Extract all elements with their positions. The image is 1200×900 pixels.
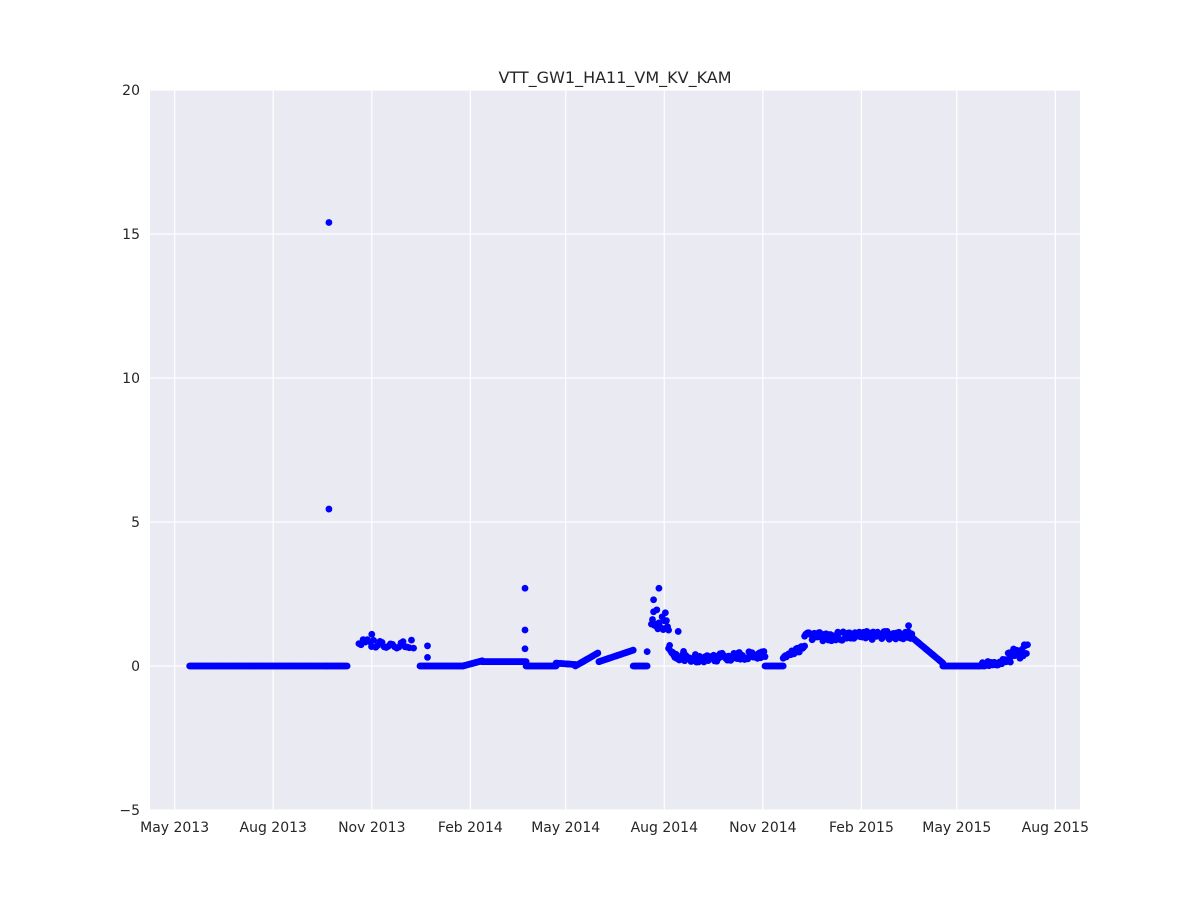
x-tick-label: Aug 2013 [240,820,307,836]
x-tick-label: Feb 2014 [438,820,503,836]
data-point [521,626,529,634]
data-point [521,645,529,653]
data-point [424,653,431,661]
x-axis-tick-labels: May 2013 Aug 2013 Nov 2013 Feb 2014 May 2014… [140,820,1089,836]
data-point [594,649,602,657]
x-tick-label: Aug 2015 [1022,820,1089,836]
data-point [368,630,376,638]
x-tick-label: May 2014 [531,820,600,836]
data-point [674,628,682,635]
data-point [779,662,787,670]
data-point [650,596,657,604]
x-tick-label: Nov 2014 [729,820,796,836]
x-tick-label: Aug 2014 [631,820,699,836]
y-tick-label: 5 [131,515,140,531]
data-point [643,662,651,670]
x-tick-label: May 2015 [922,820,991,836]
y-tick-label: 0 [131,659,140,675]
data-point [370,636,378,644]
x-tick-label: May 2013 [140,820,209,836]
data-point [424,642,431,650]
data-point [399,638,407,646]
data-point [643,648,651,655]
data-point [1006,658,1014,666]
data-point [665,626,672,634]
data-point [761,653,769,661]
data-point [655,584,663,592]
data-point [653,606,661,614]
data-point [801,642,809,650]
data-point [521,584,529,592]
x-tick-label: Feb 2015 [829,820,894,836]
data-point [325,219,333,226]
data-point [661,609,669,617]
data-points [186,219,1031,670]
data-point [1024,641,1031,649]
data-point [666,642,674,649]
data-point [760,648,768,655]
chart-title: VTT_GW1_HA11_VM_KV_KAM [498,68,731,88]
y-axis-tick-labels: −5 0 5 10 15 20 [119,83,140,819]
plot-area [150,90,1080,810]
y-tick-label: 15 [122,227,140,243]
y-tick-label: 10 [122,371,140,387]
data-point [663,617,670,625]
data-point [1023,650,1030,657]
grid-lines [150,89,1080,811]
data-point [629,646,637,654]
y-tick-label: 20 [122,83,140,99]
data-point [343,662,351,670]
x-tick-label: Nov 2013 [338,820,405,836]
data-point [408,636,415,644]
data-point [649,616,656,623]
data-point [325,505,333,513]
data-point [410,644,417,652]
data-point [905,622,912,630]
y-tick-label: −5 [119,803,140,819]
